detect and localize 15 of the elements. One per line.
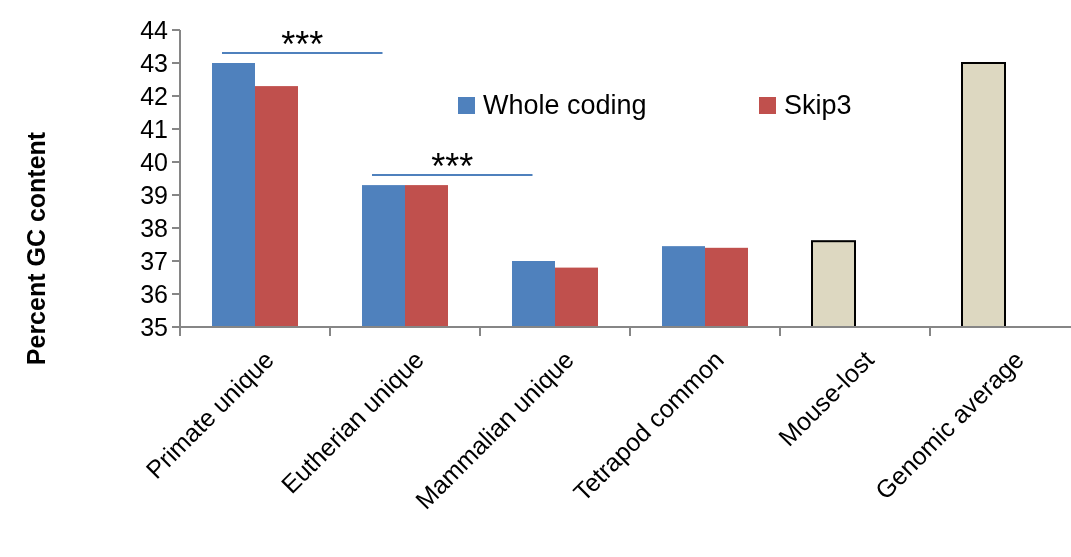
y-tick-label: 40 — [140, 147, 168, 176]
y-tick-label: 39 — [140, 180, 168, 209]
y-tick-label: 42 — [140, 81, 168, 110]
y-axis-title: Percent GC content — [22, 131, 50, 366]
y-tick-label: 44 — [140, 15, 169, 44]
annotation: *** — [431, 146, 474, 188]
y-tick-label: 37 — [140, 246, 168, 275]
legend-label: Whole coding — [483, 90, 647, 120]
legend-label: Skip3 — [784, 90, 852, 120]
y-tick-label: 43 — [140, 48, 168, 77]
y-tick-label: 36 — [140, 279, 168, 308]
y-tick-label: 41 — [140, 114, 168, 143]
y-tick-label: 38 — [140, 213, 168, 242]
annotation: *** — [281, 24, 324, 65]
y-tick-label: 35 — [140, 312, 168, 341]
